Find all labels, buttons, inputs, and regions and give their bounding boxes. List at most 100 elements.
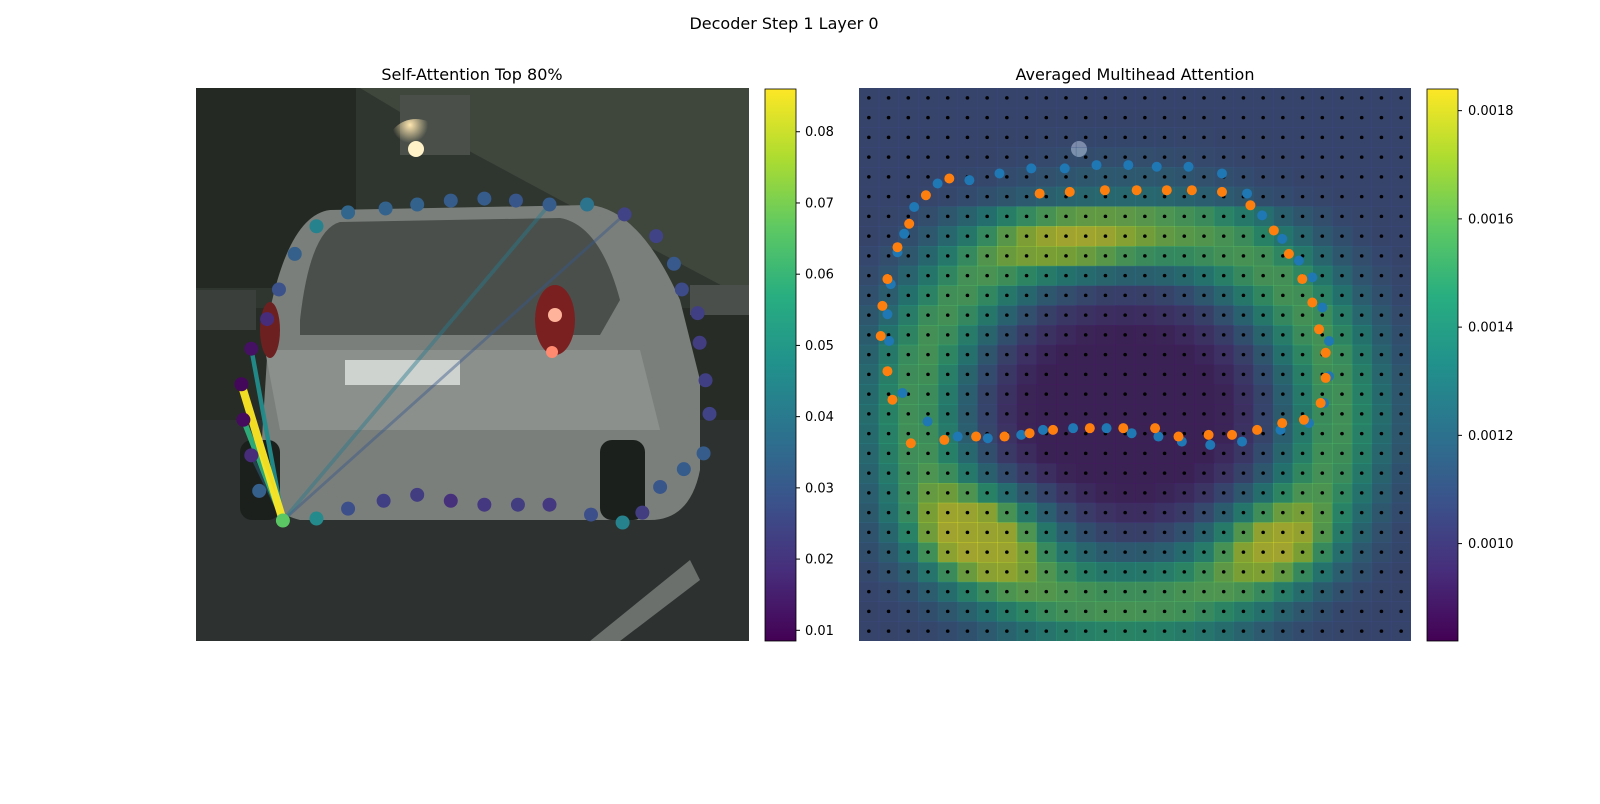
grid-dot: [1044, 609, 1049, 614]
grid-dot: [886, 293, 891, 298]
grid-dot: [1300, 135, 1305, 140]
grid-dot: [1300, 609, 1305, 614]
grid-dot: [985, 96, 989, 100]
grid-dot: [1340, 491, 1344, 495]
grid-dot: [1281, 333, 1285, 337]
grid-dot: [1143, 234, 1147, 238]
grid-dot: [926, 234, 930, 238]
grid-dot: [1261, 510, 1265, 515]
grid-dot: [1044, 491, 1049, 495]
grid-dot: [867, 352, 871, 357]
grid-dot: [926, 589, 930, 594]
grid-dot: [1340, 333, 1344, 337]
grid-dot: [1300, 313, 1305, 317]
grid-dot: [1005, 273, 1009, 278]
grid-dot: [1024, 115, 1029, 120]
grid-dot: [1143, 589, 1147, 594]
grid-dot: [1340, 293, 1344, 298]
grid-dot: [1182, 451, 1187, 456]
grid-dot: [1221, 510, 1226, 515]
grid-dot: [1024, 234, 1029, 238]
grid-dot: [1123, 175, 1127, 179]
grid-dot: [1182, 115, 1187, 120]
grid-dot: [1123, 115, 1127, 120]
grid-dot: [1064, 273, 1068, 278]
grid-dot: [926, 471, 930, 475]
grid-dot: [1241, 273, 1246, 278]
grid-dot: [886, 254, 891, 258]
grid-dot: [906, 313, 911, 317]
right-colorbar: 0.0010 0.0012 0.0014 0.0016 0.0018: [1426, 88, 1514, 642]
grid-dot: [1320, 550, 1325, 554]
grid-dot: [1182, 570, 1187, 574]
grid-dot: [1083, 510, 1088, 515]
grid-dot: [1162, 214, 1167, 219]
ground-truth-point: [932, 178, 943, 189]
grid-dot: [945, 214, 950, 219]
predicted-point: [1064, 186, 1075, 197]
grid-dot: [1044, 96, 1049, 100]
grid-dot: [1064, 115, 1068, 120]
grid-dot: [1103, 609, 1108, 614]
grid-dot: [867, 135, 871, 140]
grid-dot: [1182, 96, 1187, 100]
grid-dot: [1005, 510, 1009, 515]
predicted-point: [944, 173, 955, 184]
grid-dot: [1162, 570, 1167, 574]
grid-dot: [1005, 313, 1009, 317]
grid-dot: [926, 333, 930, 337]
grid-dot: [1162, 550, 1167, 554]
predicted-point: [1320, 372, 1331, 383]
grid-dot: [1083, 135, 1088, 140]
grid-dot: [985, 609, 989, 614]
grid-dot: [1162, 629, 1167, 633]
grid-dot: [1221, 570, 1226, 574]
grid-dot: [867, 254, 871, 258]
grid-dot: [965, 313, 970, 317]
grid-dot: [1143, 570, 1147, 574]
grid-dot: [1024, 550, 1029, 554]
polygon-vertex: [676, 462, 691, 477]
predicted-point: [1118, 423, 1129, 434]
grid-dot: [1083, 609, 1088, 614]
grid-dot: [1379, 194, 1384, 199]
grid-dot: [1143, 471, 1147, 475]
predicted-point: [1131, 185, 1142, 196]
grid-dot: [1202, 313, 1206, 317]
grid-dot: [1359, 214, 1364, 219]
grid-dot: [1320, 96, 1325, 100]
grid-dot: [906, 115, 911, 120]
grid-dot: [1202, 115, 1206, 120]
polygon-vertex: [244, 341, 259, 356]
polygon-vertex: [696, 446, 711, 461]
grid-dot: [1083, 550, 1088, 554]
grid-dot: [1300, 629, 1305, 633]
grid-dot: [906, 451, 911, 456]
grid-dot: [1202, 451, 1206, 456]
grid-dot: [1143, 175, 1147, 179]
grid-dot: [1123, 155, 1127, 159]
grid-dot: [1399, 293, 1403, 298]
ground-truth-point: [1324, 336, 1335, 347]
grid-dot: [985, 135, 989, 140]
grid-dot: [945, 589, 950, 594]
grid-dot: [1202, 273, 1206, 278]
grid-dot: [1340, 372, 1344, 377]
grid-dot: [1241, 254, 1246, 258]
polygon-vertex: [341, 501, 356, 516]
grid-dot: [1123, 214, 1127, 219]
grid-dot: [867, 392, 871, 396]
grid-dot: [1202, 96, 1206, 100]
grid-dot: [867, 431, 871, 436]
grid-dot: [1261, 372, 1265, 377]
grid-dot: [1064, 530, 1068, 535]
grid-dot: [1340, 194, 1344, 199]
grid-dot: [1379, 214, 1384, 219]
grid-dot: [1300, 333, 1305, 337]
grid-dot: [965, 589, 970, 594]
grid-dot: [1083, 431, 1088, 436]
grid-dot: [867, 570, 871, 574]
grid-dot: [1202, 352, 1206, 357]
grid-dot: [1281, 589, 1285, 594]
grid-dot: [1143, 431, 1147, 436]
